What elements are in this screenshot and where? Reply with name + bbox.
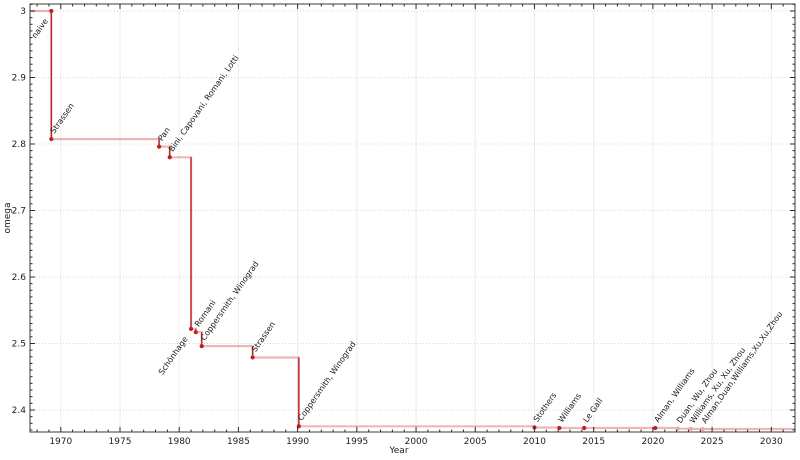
x-tick-label: 2005 [464,437,487,447]
data-point-label: Bini, Capovani, Romani, Lotti [167,54,241,154]
x-tick-label: 2010 [523,437,546,447]
data-point-label: Williams, Xu, Xu, Zhou [688,346,747,425]
data-point-label: Strassen [49,102,76,136]
y-tick-label: 2.9 [12,73,27,83]
y-tick-label: 2.4 [12,406,27,416]
y-tick-label: 2.8 [12,140,27,150]
data-point-label: Pan [156,126,172,143]
data-point [557,425,562,431]
data-point [156,144,162,149]
data-point [193,330,198,335]
y-tick-label: 2.7 [12,206,26,216]
y-tick-label: 3 [20,7,26,17]
step-line [30,9,795,431]
data-point-label: Stothers [532,391,559,424]
x-tick-label: 2030 [760,437,783,447]
data-point-label: Williams [557,392,584,425]
data-point [653,425,658,431]
data-point [49,136,54,142]
data-point [582,425,587,431]
data-point [250,355,255,360]
x-tick-label: 1990 [286,437,309,447]
y-axis-title: omega [3,202,13,233]
x-tick-label: 1970 [49,437,72,447]
plot-border [29,3,796,433]
labels-layer: 1970 1975 1980 1985 1990 1995 2000 2005 2010 2015… [12,7,785,447]
series-layer [30,8,795,432]
data-point [199,344,204,349]
x-tick-label: 1980 [168,437,191,447]
x-tick-label: 2015 [582,437,605,447]
data-point [167,155,172,160]
y-tick-label: 2.5 [12,339,26,349]
x-axis-title: Year [388,446,408,456]
data-point [688,426,693,432]
y-tick-label: 2.6 [12,273,27,283]
x-tick-label: 1985 [227,437,250,447]
x-tick-label: 2020 [641,437,664,447]
frame-layer [29,3,796,433]
data-point-label: Schönhage [157,335,190,377]
x-tick-label: 2000 [405,437,428,447]
data-point-label: naive [30,17,50,40]
data-point [188,326,194,331]
data-point [49,8,54,14]
x-tick-label: 1975 [109,437,132,447]
data-point [700,426,705,432]
x-tick-label: 1995 [345,437,368,447]
data-point-label: Strassen [250,320,277,354]
data-point-label: Le Gall [581,397,604,425]
x-tick-label: 2025 [701,437,724,447]
grid-layer [30,4,795,432]
